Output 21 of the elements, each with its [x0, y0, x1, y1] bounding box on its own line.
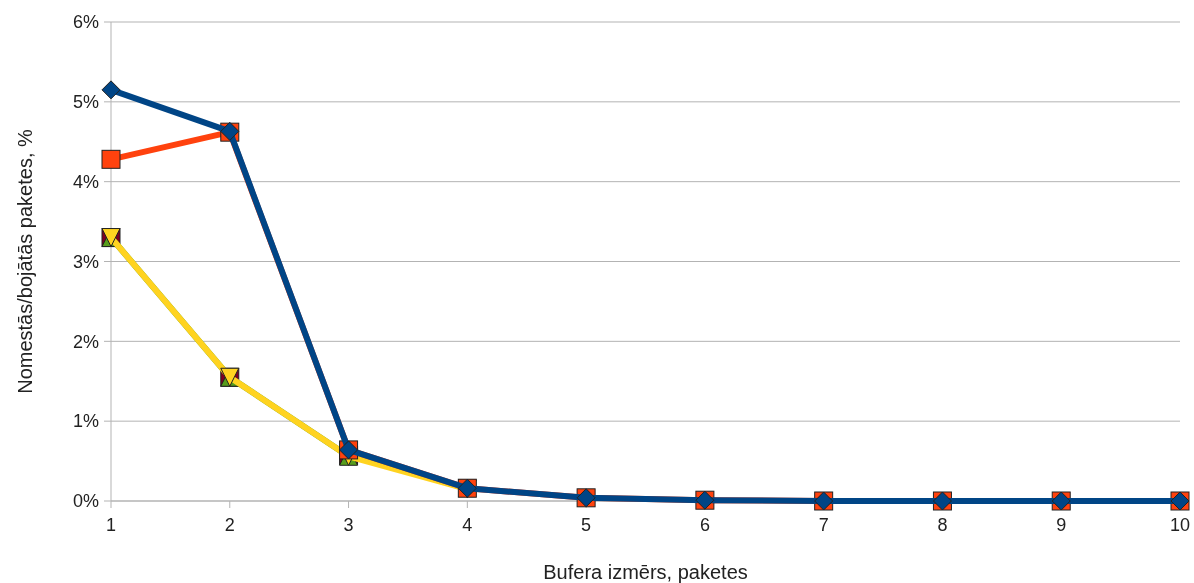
- y-tick-label: 3%: [72, 251, 99, 272]
- y-tick-label: 5%: [72, 92, 99, 113]
- y-tick-label: 6%: [72, 12, 99, 33]
- x-axis-title: Bufera izmērs, paketes: [543, 561, 748, 583]
- x-tick-label: 1: [105, 515, 117, 535]
- x-tick-label: 6: [699, 515, 710, 535]
- y-tick-label: 2%: [72, 331, 99, 352]
- x-tick-label: 4: [462, 515, 473, 535]
- x-tick-label: 10: [1169, 515, 1191, 535]
- x-tick-label: 8: [937, 515, 948, 535]
- y-tick-label: 0%: [72, 491, 99, 512]
- y-tick-label: 1%: [72, 411, 99, 432]
- x-tick-label: 2: [224, 515, 235, 535]
- x-tick-label: 5: [581, 515, 592, 535]
- point: [101, 149, 121, 169]
- x-tick-label: 9: [1056, 515, 1067, 535]
- x-tick-label: 7: [818, 515, 829, 535]
- y-axis-title: Nomestās/bojātās paketes, %: [14, 129, 36, 394]
- y-tick-label: 4%: [72, 171, 99, 192]
- x-tick-label: 3: [343, 515, 354, 535]
- point: [101, 80, 121, 100]
